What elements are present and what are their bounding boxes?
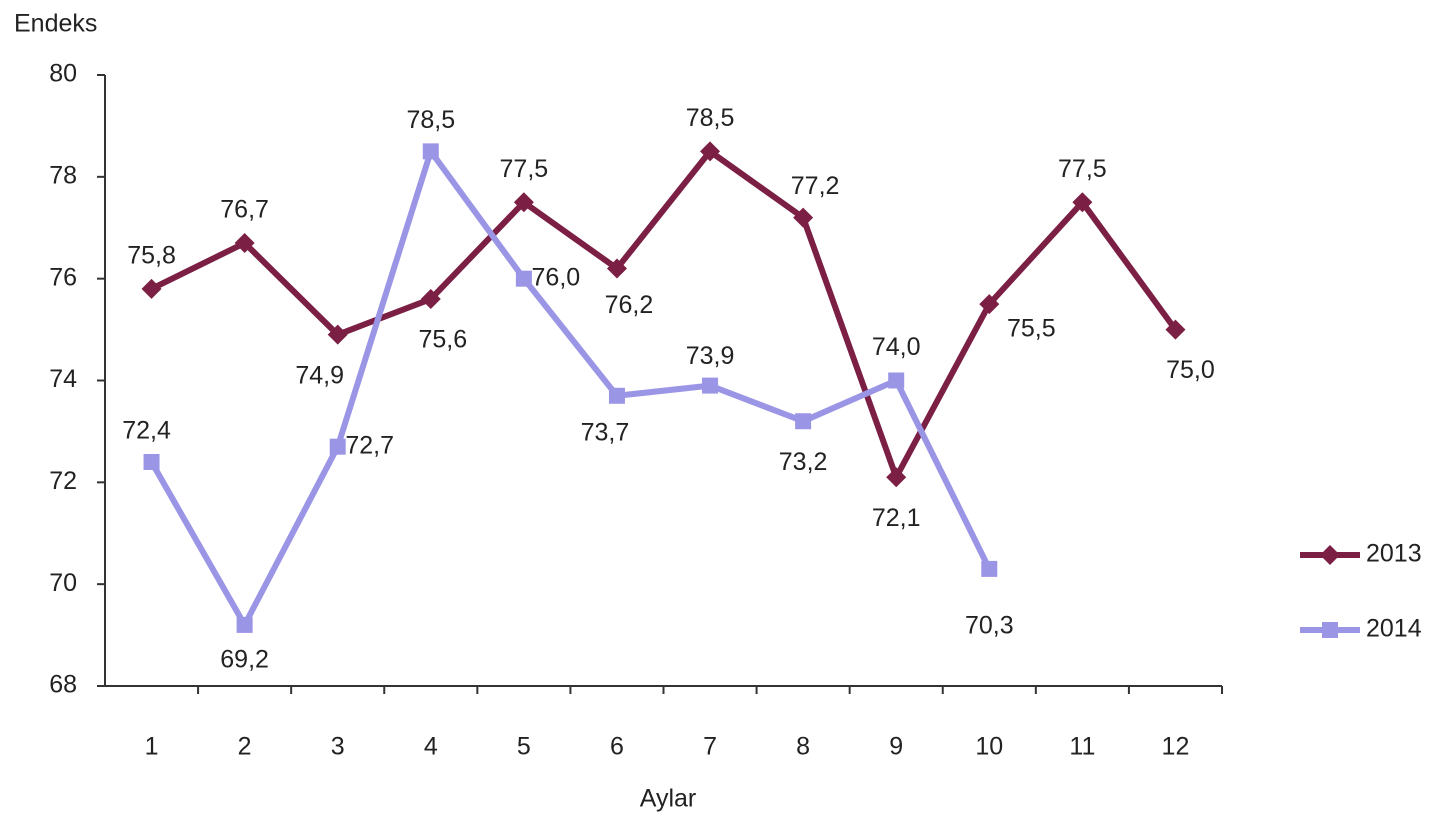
point: [422, 143, 439, 160]
x-tick-label: 8: [796, 733, 810, 761]
point: [234, 233, 255, 254]
y-tick-label: 70: [49, 569, 77, 597]
legend-label: 2014: [1366, 615, 1422, 643]
value-label: 77,5: [500, 155, 549, 183]
value-label: 73,2: [779, 448, 828, 476]
point: [141, 278, 162, 299]
point: [795, 413, 812, 430]
x-tick-label: 11: [1069, 733, 1095, 761]
value-label: 76,0: [532, 263, 581, 291]
point: [420, 289, 441, 310]
value-label: 75,8: [127, 241, 176, 269]
value-label: 77,5: [1058, 155, 1107, 183]
point: [1165, 319, 1186, 340]
y-tick-label: 76: [49, 263, 77, 291]
value-label: 77,2: [791, 172, 840, 200]
point: [886, 467, 907, 488]
value-label: 75,5: [1007, 315, 1056, 343]
value-label: 72,4: [122, 417, 171, 445]
x-tick-label: 12: [1162, 733, 1190, 761]
point: [979, 294, 1000, 315]
legend-label: 2013: [1366, 540, 1422, 568]
series-line: [150, 148, 1178, 481]
y-tick-label: 80: [49, 60, 77, 88]
x-tick-label: 1: [145, 733, 159, 761]
point: [1072, 192, 1093, 213]
point: [888, 372, 905, 389]
point: [329, 438, 346, 455]
x-tick-label: 10: [975, 733, 1003, 761]
point: [143, 453, 160, 470]
point: [608, 387, 625, 404]
x-tick-label: 5: [517, 733, 531, 761]
x-tick-label: 3: [331, 733, 345, 761]
value-label: 75,6: [418, 326, 467, 354]
value-label: 74,9: [295, 361, 344, 389]
y-tick-label: 72: [49, 467, 77, 495]
point: [981, 560, 998, 577]
y-tick-label: 78: [49, 161, 77, 189]
value-label: 74,0: [872, 333, 921, 361]
point: [236, 616, 253, 633]
series-line: [148, 148, 992, 628]
value-label: 76,7: [220, 196, 269, 224]
point: [1322, 622, 1338, 638]
value-label: 78,5: [686, 104, 735, 132]
point: [702, 377, 719, 394]
x-axis-label: Aylar: [640, 785, 697, 813]
y-tick-label: 74: [49, 365, 77, 393]
point: [793, 207, 814, 228]
x-tick-label: 4: [424, 733, 438, 761]
value-label: 70,3: [965, 612, 1014, 640]
x-tick-label: 2: [238, 733, 252, 761]
x-tick-label: 6: [610, 733, 624, 761]
value-label: 72,7: [345, 431, 394, 459]
y-axis-label: Endeks: [14, 10, 97, 38]
value-label: 73,7: [581, 418, 630, 446]
point: [606, 258, 627, 279]
point: [327, 324, 348, 345]
value-label: 76,2: [605, 291, 654, 319]
point: [515, 270, 532, 287]
value-label: 72,1: [872, 504, 921, 532]
point: [700, 141, 721, 162]
x-tick-label: 9: [889, 733, 903, 761]
value-label: 75,0: [1166, 356, 1215, 384]
x-tick-label: 7: [703, 733, 717, 761]
point: [1320, 545, 1340, 565]
value-label: 73,9: [686, 342, 735, 370]
point: [513, 192, 534, 213]
y-tick-label: 68: [49, 671, 77, 699]
value-label: 69,2: [220, 646, 269, 674]
value-label: 78,5: [406, 106, 455, 134]
